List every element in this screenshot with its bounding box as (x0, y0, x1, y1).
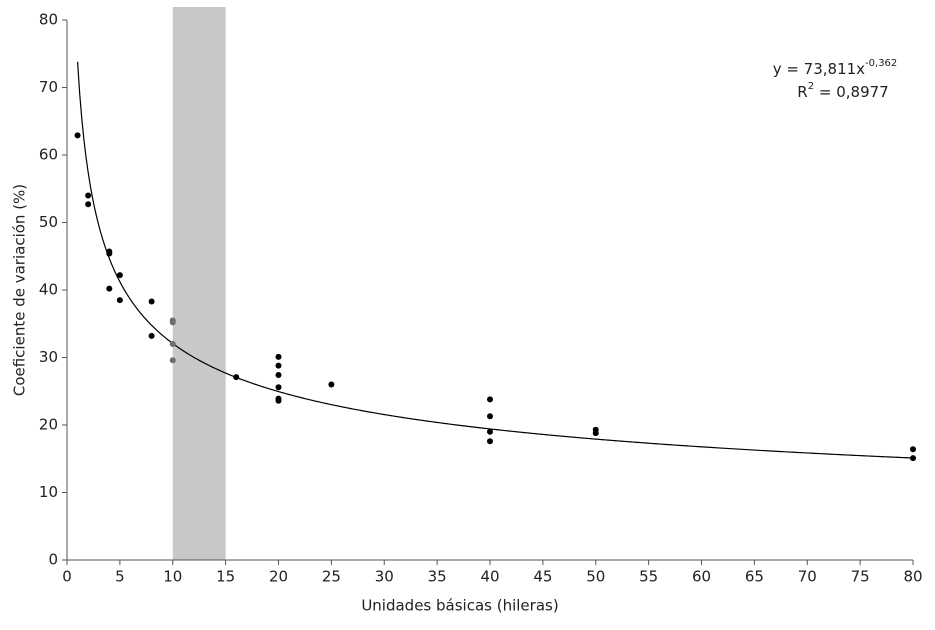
x-tick-label: 30 (375, 568, 394, 586)
r-squared: R2 = 0,8977 (797, 81, 888, 101)
data-point (169, 319, 176, 326)
data-point (148, 298, 155, 305)
x-tick-label: 80 (903, 568, 922, 586)
r2-base: R (797, 83, 807, 101)
data-point (487, 396, 493, 403)
data-point (487, 428, 493, 435)
y-tick-label: 70 (39, 78, 58, 96)
data-point (106, 285, 113, 292)
data-point (328, 381, 335, 388)
x-tick-label: 55 (639, 568, 658, 586)
data-point (106, 250, 113, 257)
data-point (487, 438, 493, 445)
data-point (275, 384, 282, 391)
data-point (85, 201, 92, 208)
x-tick-label: 10 (163, 568, 182, 586)
x-tick-label: 0 (62, 568, 72, 586)
x-tick-label: 25 (322, 568, 341, 586)
data-point (169, 357, 176, 364)
equation-main: y = 73,811x (773, 60, 865, 78)
data-point (74, 132, 81, 139)
data-point (275, 372, 282, 379)
data-point (148, 332, 155, 339)
x-tick-label: 75 (851, 568, 870, 586)
y-tick-label: 20 (39, 416, 58, 434)
x-tick-label: 70 (798, 568, 817, 586)
data-point (233, 374, 240, 381)
data-point (85, 192, 92, 199)
data-point (169, 341, 176, 347)
x-tick-label: 15 (216, 568, 235, 586)
y-tick-label: 0 (48, 551, 58, 569)
y-tick-label: 30 (39, 348, 58, 366)
equation-exponent: -0,362 (865, 58, 897, 69)
data-point (275, 397, 282, 404)
y-tick-label: 60 (39, 146, 58, 164)
data-point (275, 353, 282, 360)
data-point (910, 446, 916, 453)
x-tick-label: 20 (269, 568, 288, 586)
data-point (116, 297, 123, 304)
y-tick-label: 40 (39, 281, 58, 299)
x-tick-label: 65 (745, 568, 764, 586)
y-tick-label: 50 (39, 213, 58, 231)
x-tick-label: 60 (692, 568, 711, 586)
plot: 0 5 10 15 20 25 30 35 40 45 50 55 60 65 70 75 80 0 10 20 30 4… (39, 7, 923, 586)
y-axis-label: Coeficiente de variación (%) (11, 184, 29, 396)
x-tick-label: 35 (428, 568, 447, 586)
highlight-band (172, 7, 226, 560)
x-tick-label: 45 (533, 568, 552, 586)
r2-sup: 2 (808, 81, 814, 92)
data-point (275, 362, 282, 369)
y-tick-label: 10 (39, 483, 58, 501)
data-point (487, 413, 493, 420)
fit-curve (76, 61, 914, 459)
equation: y = 73,811x-0,362 (773, 58, 898, 78)
x-tick-label: 50 (586, 568, 605, 586)
x-axis-label: Unidades básicas (hileras) (361, 597, 558, 615)
data-point (116, 272, 123, 279)
data-point (592, 430, 599, 437)
y-tick-label: 80 (39, 11, 58, 29)
r2-rest: = 0,8977 (814, 83, 889, 101)
x-tick-label: 5 (115, 568, 125, 586)
x-tick-label: 40 (480, 568, 499, 586)
data-point (910, 455, 916, 462)
